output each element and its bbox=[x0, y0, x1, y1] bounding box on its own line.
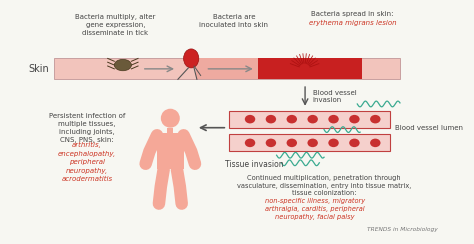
Text: non-specific illness, migratory
arthralgia, carditis, peripheral
neuropathy, fac: non-specific illness, migratory arthralg… bbox=[264, 198, 365, 220]
Bar bbox=[54, 58, 400, 79]
Ellipse shape bbox=[287, 139, 297, 147]
Ellipse shape bbox=[145, 151, 150, 158]
Ellipse shape bbox=[183, 49, 199, 68]
Bar bbox=[258, 58, 362, 79]
Ellipse shape bbox=[245, 139, 255, 147]
Circle shape bbox=[161, 109, 180, 128]
Bar bbox=[196, 58, 291, 79]
Text: Blood vessel
invasion: Blood vessel invasion bbox=[313, 90, 356, 103]
Text: Bacteria are
inoculated into skin: Bacteria are inoculated into skin bbox=[200, 14, 268, 28]
Text: Skin: Skin bbox=[28, 64, 49, 74]
Ellipse shape bbox=[349, 115, 360, 123]
Bar bbox=[229, 134, 391, 152]
Bar bbox=[157, 133, 183, 169]
Text: Blood vessel lumen: Blood vessel lumen bbox=[395, 125, 463, 131]
Ellipse shape bbox=[308, 139, 318, 147]
Text: Tissue invasion: Tissue invasion bbox=[226, 160, 284, 169]
Text: Bacteria spread in skin:: Bacteria spread in skin: bbox=[311, 11, 394, 17]
Ellipse shape bbox=[266, 139, 276, 147]
Ellipse shape bbox=[266, 115, 276, 123]
Ellipse shape bbox=[349, 139, 360, 147]
Text: erythema migrans lesion: erythema migrans lesion bbox=[309, 20, 396, 26]
Ellipse shape bbox=[287, 115, 297, 123]
Ellipse shape bbox=[328, 139, 339, 147]
Ellipse shape bbox=[370, 139, 381, 147]
Ellipse shape bbox=[114, 59, 131, 71]
Text: Continued multiplication, penetration through
vasculature, dissemination, entry : Continued multiplication, penetration th… bbox=[237, 175, 411, 196]
Text: Persistent infection of
multiple tissues,
including joints,
CNS, PNS, skin:: Persistent infection of multiple tissues… bbox=[49, 112, 125, 142]
Ellipse shape bbox=[370, 115, 381, 123]
Text: Bacteria multiply, alter
gene expression,
disseminate in tick: Bacteria multiply, alter gene expression… bbox=[75, 14, 155, 36]
Bar bbox=[167, 128, 173, 133]
Ellipse shape bbox=[245, 115, 255, 123]
Ellipse shape bbox=[308, 115, 318, 123]
Text: arthritis,
encephalopathy,
peripheral
neuropathy,
acrodermatitis: arthritis, encephalopathy, peripheral ne… bbox=[58, 142, 116, 182]
Bar bbox=[229, 111, 391, 128]
Ellipse shape bbox=[179, 189, 182, 195]
Ellipse shape bbox=[328, 115, 339, 123]
Text: TRENDS in Microbiology: TRENDS in Microbiology bbox=[367, 227, 438, 232]
